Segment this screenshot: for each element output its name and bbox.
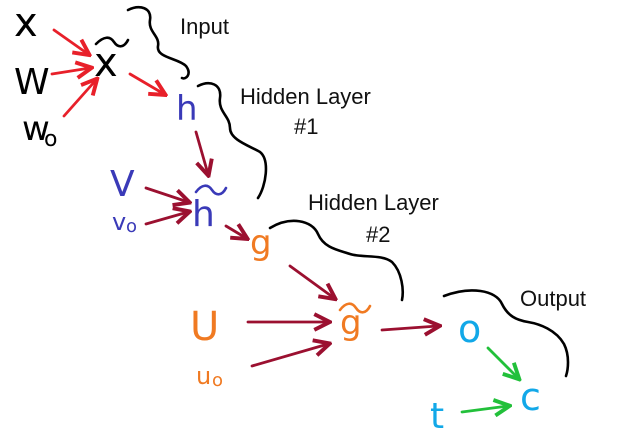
g-tilde-mark — [338, 302, 372, 314]
arrow-o-to-c — [486, 346, 518, 378]
arrow-g-to-g-tilde — [288, 264, 334, 298]
arrow-x-tilde-to-h — [128, 72, 164, 94]
h-tilde-mark — [194, 184, 228, 196]
node-o: o — [458, 307, 481, 351]
hidden2-layer-number: #2 — [366, 222, 390, 247]
arrow-w0-to-x-tilde — [62, 80, 96, 118]
hidden2-brace — [268, 219, 404, 302]
node-g: g — [250, 223, 272, 263]
hidden1-brace — [196, 82, 268, 200]
arrow-w-to-x-tilde — [50, 68, 90, 74]
node-u: U — [190, 304, 219, 350]
input-layer-label: Input — [180, 14, 229, 39]
node-c: c — [520, 375, 541, 419]
node-w0-subscript: o — [44, 127, 57, 152]
hidden1-layer-label: Hidden Layer — [240, 84, 371, 109]
input-brace — [126, 6, 190, 80]
node-g-tilde: g — [340, 303, 362, 343]
node-w: W — [14, 62, 50, 103]
node-v: V — [110, 164, 135, 205]
node-t: t — [430, 396, 444, 437]
arrow-x-to-x-tilde — [52, 28, 88, 54]
node-x-tilde: x — [94, 40, 118, 86]
x-tilde-mark — [94, 36, 130, 48]
node-w0: w — [22, 109, 50, 149]
arrow-h-tilde-to-g — [224, 226, 246, 238]
node-v0-subscript: o — [126, 216, 137, 237]
arrow-u0-to-g-tilde — [250, 344, 328, 368]
arrow-h-to-h-tilde — [194, 130, 208, 174]
arrow-t-to-c — [460, 406, 508, 412]
output-layer-label: Output — [520, 286, 586, 311]
node-u0-subscript: o — [212, 370, 223, 391]
node-h-tilde: h — [192, 194, 215, 235]
hidden1-layer-number: #1 — [294, 114, 318, 139]
arrow-v-to-h-tilde — [144, 186, 188, 202]
arrow-g-tilde-to-o — [380, 326, 438, 330]
arrow-v0-to-h-tilde — [144, 212, 188, 226]
node-x: x — [14, 0, 38, 46]
output-brace — [442, 289, 570, 378]
node-h: h — [176, 89, 198, 129]
node-v0: v — [112, 208, 126, 236]
node-u0: u — [196, 362, 211, 390]
hidden2-layer-label: Hidden Layer — [308, 190, 439, 215]
